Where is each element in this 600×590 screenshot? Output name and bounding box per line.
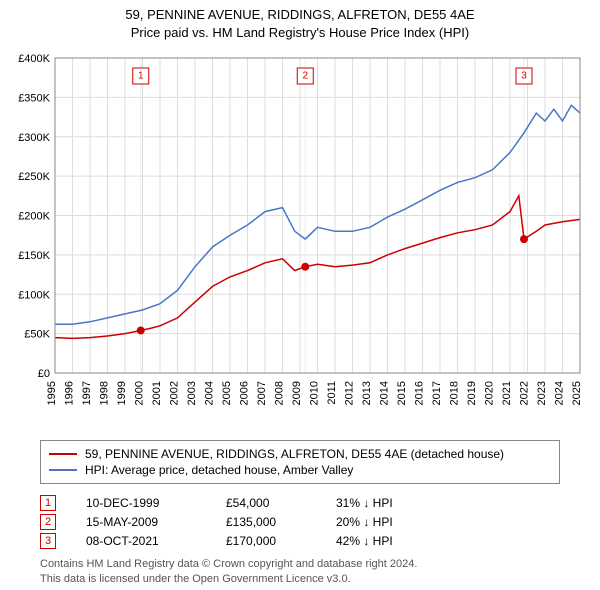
x-tick-label: 2021 — [501, 381, 513, 405]
x-tick-label: 2014 — [379, 381, 391, 405]
event-row: 1 10-DEC-1999 £54,000 31% ↓ HPI — [40, 495, 436, 511]
event-price: £54,000 — [226, 496, 306, 510]
x-tick-label: 2019 — [466, 381, 478, 405]
legend-swatch — [49, 453, 77, 455]
event-marker: 3 — [40, 533, 56, 549]
y-tick-label: £200K — [18, 211, 50, 223]
data-point-dot — [137, 326, 145, 334]
footer: Contains HM Land Registry data © Crown c… — [40, 557, 417, 586]
x-tick-label: 2025 — [571, 381, 583, 405]
title-line-2: Price paid vs. HM Land Registry's House … — [0, 24, 600, 42]
legend-swatch — [49, 469, 77, 471]
event-marker-num: 1 — [138, 71, 144, 82]
legend-row: 59, PENNINE AVENUE, RIDDINGS, ALFRETON, … — [49, 447, 551, 461]
event-marker-num: 2 — [302, 71, 308, 82]
y-tick-label: £400K — [18, 53, 50, 65]
footer-line-1: Contains HM Land Registry data © Crown c… — [40, 557, 417, 571]
x-tick-label: 2004 — [204, 381, 216, 405]
event-row: 2 15-MAY-2009 £135,000 20% ↓ HPI — [40, 514, 436, 530]
x-tick-label: 2016 — [414, 381, 426, 405]
x-tick-label: 2013 — [361, 381, 373, 405]
x-tick-label: 2000 — [134, 381, 146, 405]
y-tick-label: £250K — [18, 171, 50, 183]
y-tick-label: £350K — [18, 92, 50, 104]
data-point-dot — [301, 263, 309, 271]
x-tick-label: 2005 — [221, 381, 233, 405]
x-tick-label: 1999 — [116, 381, 128, 405]
x-tick-label: 2006 — [239, 381, 251, 405]
chart-container: 59, PENNINE AVENUE, RIDDINGS, ALFRETON, … — [0, 0, 600, 590]
event-price: £135,000 — [226, 515, 306, 529]
chart-area: £0 £50K £100K £150K £200K £250K £300K £350K £400… — [10, 48, 590, 413]
event-marker-num: 3 — [521, 71, 527, 82]
legend-row: HPI: Average price, detached house, Ambe… — [49, 463, 551, 477]
x-tick-label: 2020 — [484, 381, 496, 405]
x-tick-label: 2002 — [169, 381, 181, 405]
data-point-dot — [520, 235, 528, 243]
event-delta: 42% ↓ HPI — [336, 534, 436, 548]
x-tick-label: 2017 — [431, 381, 443, 405]
x-tick-label: 1997 — [81, 381, 93, 405]
legend-box: 59, PENNINE AVENUE, RIDDINGS, ALFRETON, … — [40, 440, 560, 484]
x-tick-label: 2012 — [344, 381, 356, 405]
y-tick-label: £50K — [24, 329, 50, 341]
events-block: 1 10-DEC-1999 £54,000 31% ↓ HPI 2 15-MAY-2009… — [40, 492, 436, 552]
x-tick-label: 2003 — [186, 381, 198, 405]
x-tick-label: 2018 — [449, 381, 461, 405]
event-delta: 20% ↓ HPI — [336, 515, 436, 529]
event-marker: 1 — [40, 495, 56, 511]
event-price: £170,000 — [226, 534, 306, 548]
footer-line-2: This data is licensed under the Open Gov… — [40, 572, 417, 586]
y-tick-label: £300K — [18, 132, 50, 144]
x-tick-label: 2015 — [396, 381, 408, 405]
event-delta: 31% ↓ HPI — [336, 496, 436, 510]
y-tick-label: £0 — [38, 368, 50, 380]
event-marker: 2 — [40, 514, 56, 530]
x-tick-label: 2008 — [274, 381, 286, 405]
x-tick-label: 2009 — [291, 381, 303, 405]
x-tick-label: 1998 — [99, 381, 111, 405]
x-tick-label: 2001 — [151, 381, 163, 405]
x-tick-label: 1995 — [46, 381, 58, 405]
x-tick-label: 2010 — [309, 381, 321, 405]
event-date: 15-MAY-2009 — [86, 515, 196, 529]
x-tick-label: 2023 — [536, 381, 548, 405]
title-block: 59, PENNINE AVENUE, RIDDINGS, ALFRETON, … — [0, 0, 600, 42]
x-tick-label: 2007 — [256, 381, 268, 405]
event-row: 3 08-OCT-2021 £170,000 42% ↓ HPI — [40, 533, 436, 549]
legend-label: 59, PENNINE AVENUE, RIDDINGS, ALFRETON, … — [85, 447, 504, 461]
x-tick-label: 2022 — [519, 381, 531, 405]
event-date: 08-OCT-2021 — [86, 534, 196, 548]
title-line-1: 59, PENNINE AVENUE, RIDDINGS, ALFRETON, … — [0, 6, 600, 24]
y-tick-label: £100K — [18, 289, 50, 301]
x-tick-label: 2011 — [326, 381, 338, 405]
chart-svg: £0 £50K £100K £150K £200K £250K £300K £350K £400… — [10, 48, 590, 413]
x-tick-label: 2024 — [554, 381, 566, 405]
legend-label: HPI: Average price, detached house, Ambe… — [85, 463, 353, 477]
x-tick-label: 1996 — [64, 381, 76, 405]
event-date: 10-DEC-1999 — [86, 496, 196, 510]
y-tick-label: £150K — [18, 250, 50, 262]
